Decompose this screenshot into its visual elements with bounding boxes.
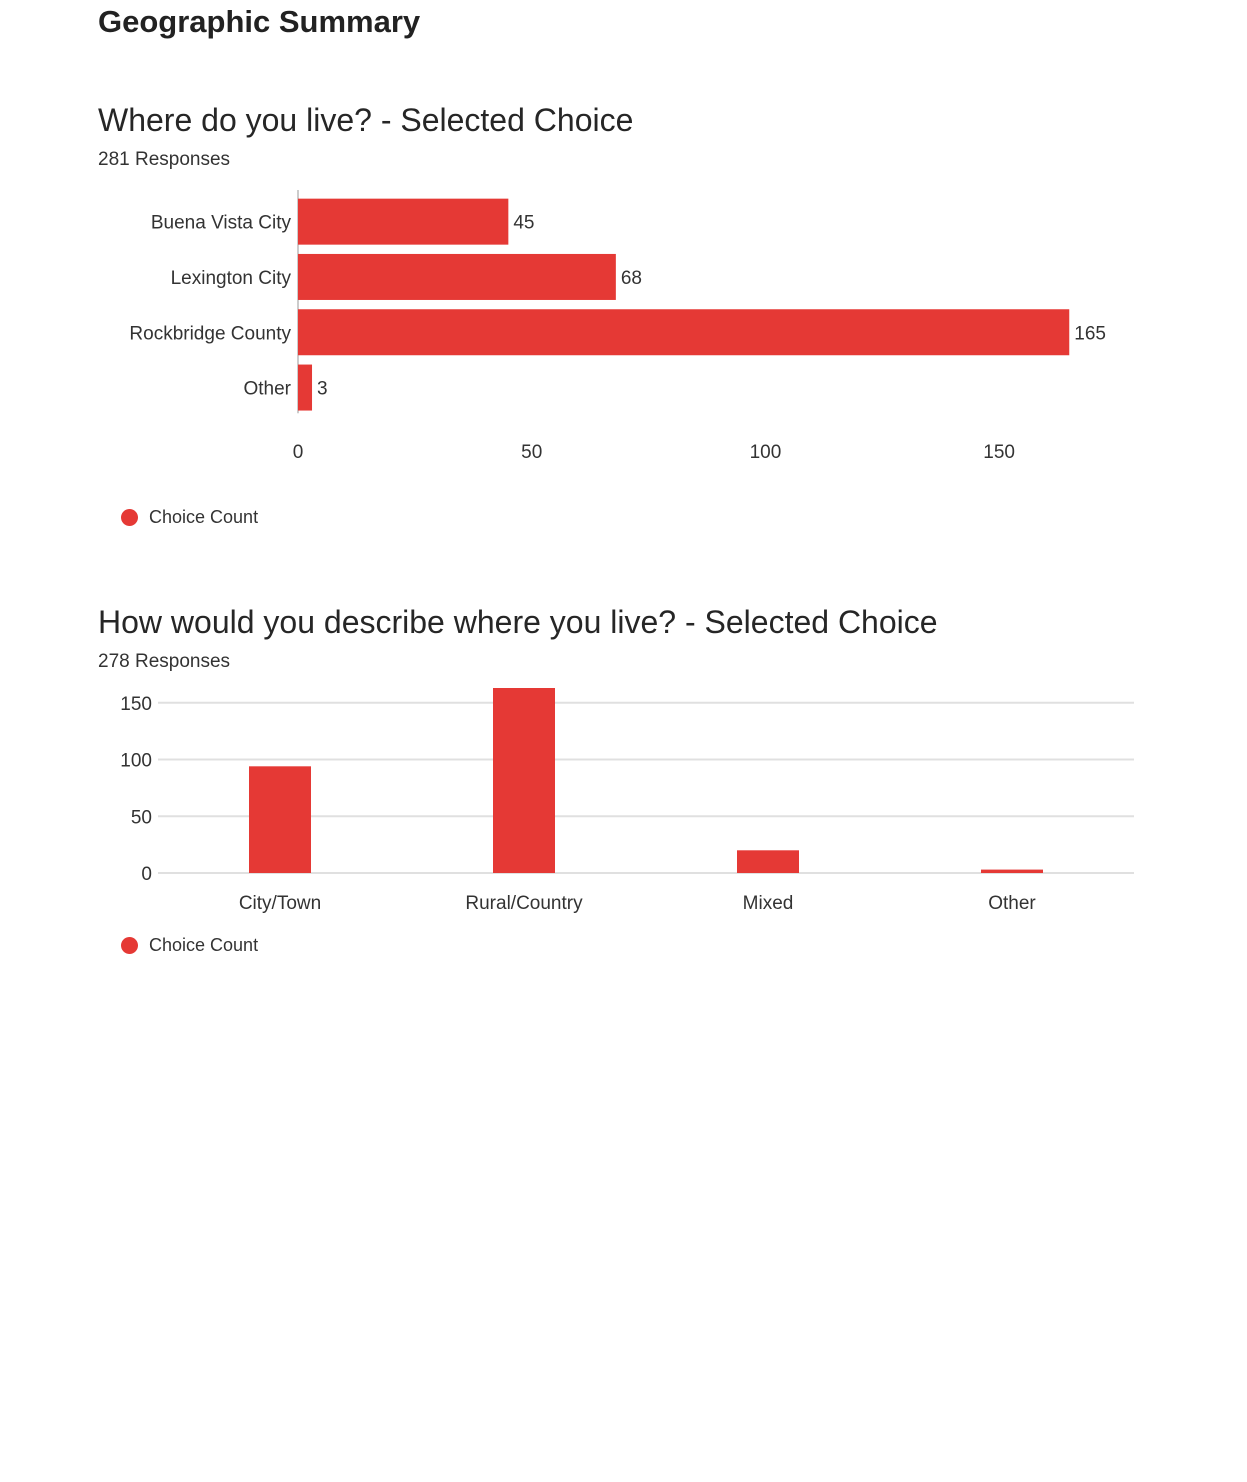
category-label: Lexington City	[171, 268, 292, 289]
category-label: Rockbridge County	[129, 323, 291, 344]
question-1-bar-chart: Buena Vista City 45 Lexington City 68 Rockbr…	[129, 190, 1106, 463]
question-2-response-count: 278 Responses	[98, 651, 231, 672]
bar-3	[298, 309, 1070, 356]
y-tick-label: 150	[120, 694, 152, 715]
bar-1	[298, 198, 509, 245]
question-1-legend-label: Choice Count	[149, 507, 259, 527]
x-tick-label: 50	[521, 442, 542, 463]
question-2-column-chart: 0 50 100 150 City/Town Rural/Country Mixed Othe…	[120, 688, 1134, 914]
bar-2	[298, 253, 616, 300]
x-tick-label: 0	[293, 442, 304, 463]
data-label: 3	[317, 379, 328, 400]
question-2-title: How would you describe where you live? -…	[98, 604, 938, 640]
question-1-legend: Choice Count	[121, 507, 258, 528]
category-label: Other	[988, 893, 1036, 914]
y-tick-label: 0	[141, 864, 152, 885]
y-tick-label: 50	[131, 807, 152, 828]
category-label: Mixed	[743, 893, 794, 914]
question-1-response-count: 281 Responses	[98, 149, 231, 170]
data-label: 165	[1074, 323, 1106, 344]
y-tick-label: 100	[120, 751, 152, 772]
data-label: 68	[621, 268, 642, 289]
question-2-legend-label: Choice Count	[149, 935, 259, 955]
legend-color-dot	[121, 937, 138, 954]
bar-2	[493, 688, 555, 873]
question-1-title: Where do you live? - Selected Choice	[98, 102, 634, 138]
page-title: Geographic Summary	[98, 4, 421, 39]
category-label: City/Town	[239, 893, 321, 914]
category-label: Rural/Country	[465, 893, 583, 914]
x-tick-label: 150	[983, 442, 1015, 463]
category-label: Buena Vista City	[151, 213, 292, 234]
category-label: Other	[243, 379, 291, 400]
legend-color-dot	[121, 509, 138, 526]
data-label: 45	[513, 213, 534, 234]
bar-4	[298, 364, 313, 411]
question-2-legend: Choice Count	[121, 935, 258, 956]
x-tick-label: 100	[750, 442, 782, 463]
bar-4	[981, 869, 1043, 873]
bar-1	[249, 766, 311, 873]
bar-3	[737, 850, 799, 873]
